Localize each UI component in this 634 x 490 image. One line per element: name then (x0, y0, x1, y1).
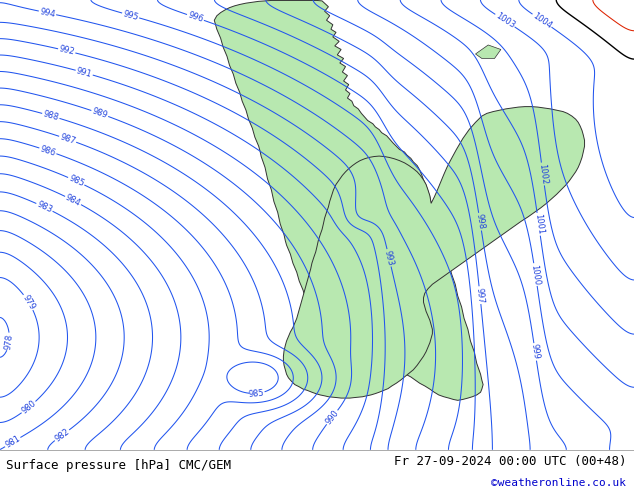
Text: 994: 994 (39, 7, 56, 19)
Text: 982: 982 (53, 427, 71, 443)
Text: 990: 990 (324, 408, 340, 426)
Text: 988: 988 (42, 109, 60, 122)
Text: 980: 980 (20, 399, 37, 416)
Text: 1000: 1000 (529, 264, 541, 286)
Text: 1001: 1001 (533, 213, 545, 235)
Text: 1003: 1003 (494, 11, 516, 30)
Text: 995: 995 (122, 9, 139, 22)
Text: 999: 999 (529, 343, 541, 360)
Text: 1002: 1002 (537, 163, 548, 185)
Text: ©weatheronline.co.uk: ©weatheronline.co.uk (491, 478, 626, 488)
Text: 985: 985 (67, 174, 86, 189)
Text: 979: 979 (21, 293, 37, 311)
Text: 985: 985 (247, 388, 264, 398)
Text: 992: 992 (58, 45, 75, 57)
Text: Fr 27-09-2024 00:00 UTC (00+48): Fr 27-09-2024 00:00 UTC (00+48) (394, 455, 626, 467)
Text: 981: 981 (4, 434, 22, 450)
Text: Surface pressure [hPa] CMC/GEM: Surface pressure [hPa] CMC/GEM (6, 459, 231, 471)
Text: 991: 991 (75, 66, 93, 79)
Text: 997: 997 (475, 287, 485, 303)
Text: 983: 983 (36, 200, 54, 215)
Text: 996: 996 (186, 11, 204, 24)
Text: 1004: 1004 (531, 11, 553, 30)
Polygon shape (476, 45, 501, 58)
Text: 998: 998 (474, 213, 486, 230)
Text: 986: 986 (39, 144, 57, 158)
Text: 987: 987 (59, 132, 77, 146)
Text: 993: 993 (383, 249, 395, 267)
Polygon shape (214, 0, 483, 400)
Text: 978: 978 (4, 333, 15, 350)
Polygon shape (283, 107, 585, 398)
Text: 989: 989 (91, 106, 109, 121)
Text: 984: 984 (64, 193, 82, 208)
